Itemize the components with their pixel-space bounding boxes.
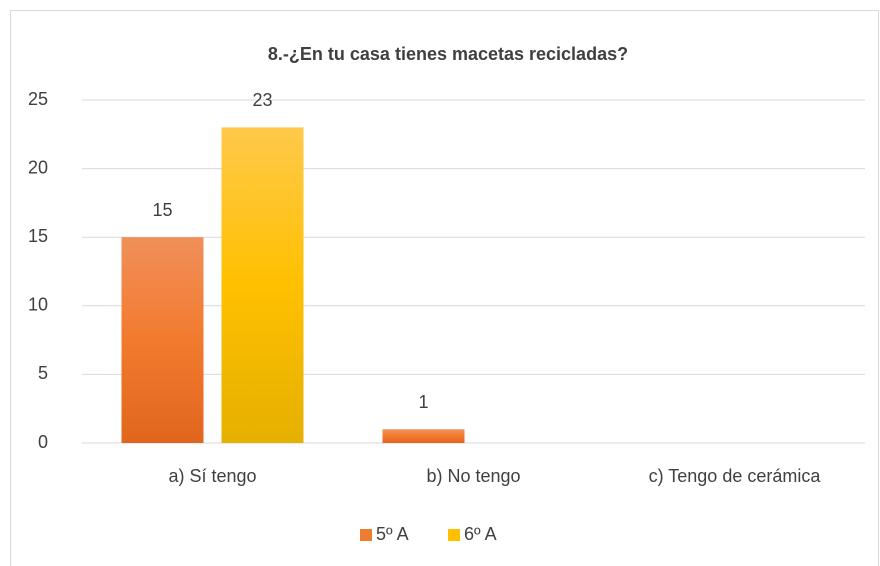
- data-label: 15: [152, 200, 172, 220]
- legend-label: 5º A: [376, 524, 409, 544]
- legend-label: 6º A: [464, 524, 497, 544]
- bar: [221, 127, 304, 443]
- data-label: 1: [418, 392, 428, 412]
- data-label: 23: [252, 90, 272, 110]
- x-tick-label: b) No tengo: [426, 466, 520, 486]
- bar: [121, 237, 204, 443]
- y-tick-label: 20: [28, 157, 48, 177]
- x-tick-label: a) Sí tengo: [168, 466, 256, 486]
- y-tick-label: 15: [28, 226, 48, 246]
- y-tick-label: 10: [28, 295, 48, 315]
- y-tick-label: 5: [38, 363, 48, 383]
- bar: [382, 429, 465, 443]
- x-tick-label: c) Tengo de cerámica: [649, 466, 822, 486]
- legend-swatch: [360, 529, 372, 541]
- y-tick-label: 0: [38, 432, 48, 452]
- y-tick-label: 25: [28, 89, 48, 109]
- legend-swatch: [448, 529, 460, 541]
- chart-title: 8.-¿En tu casa tienes macetas recicladas…: [268, 44, 628, 64]
